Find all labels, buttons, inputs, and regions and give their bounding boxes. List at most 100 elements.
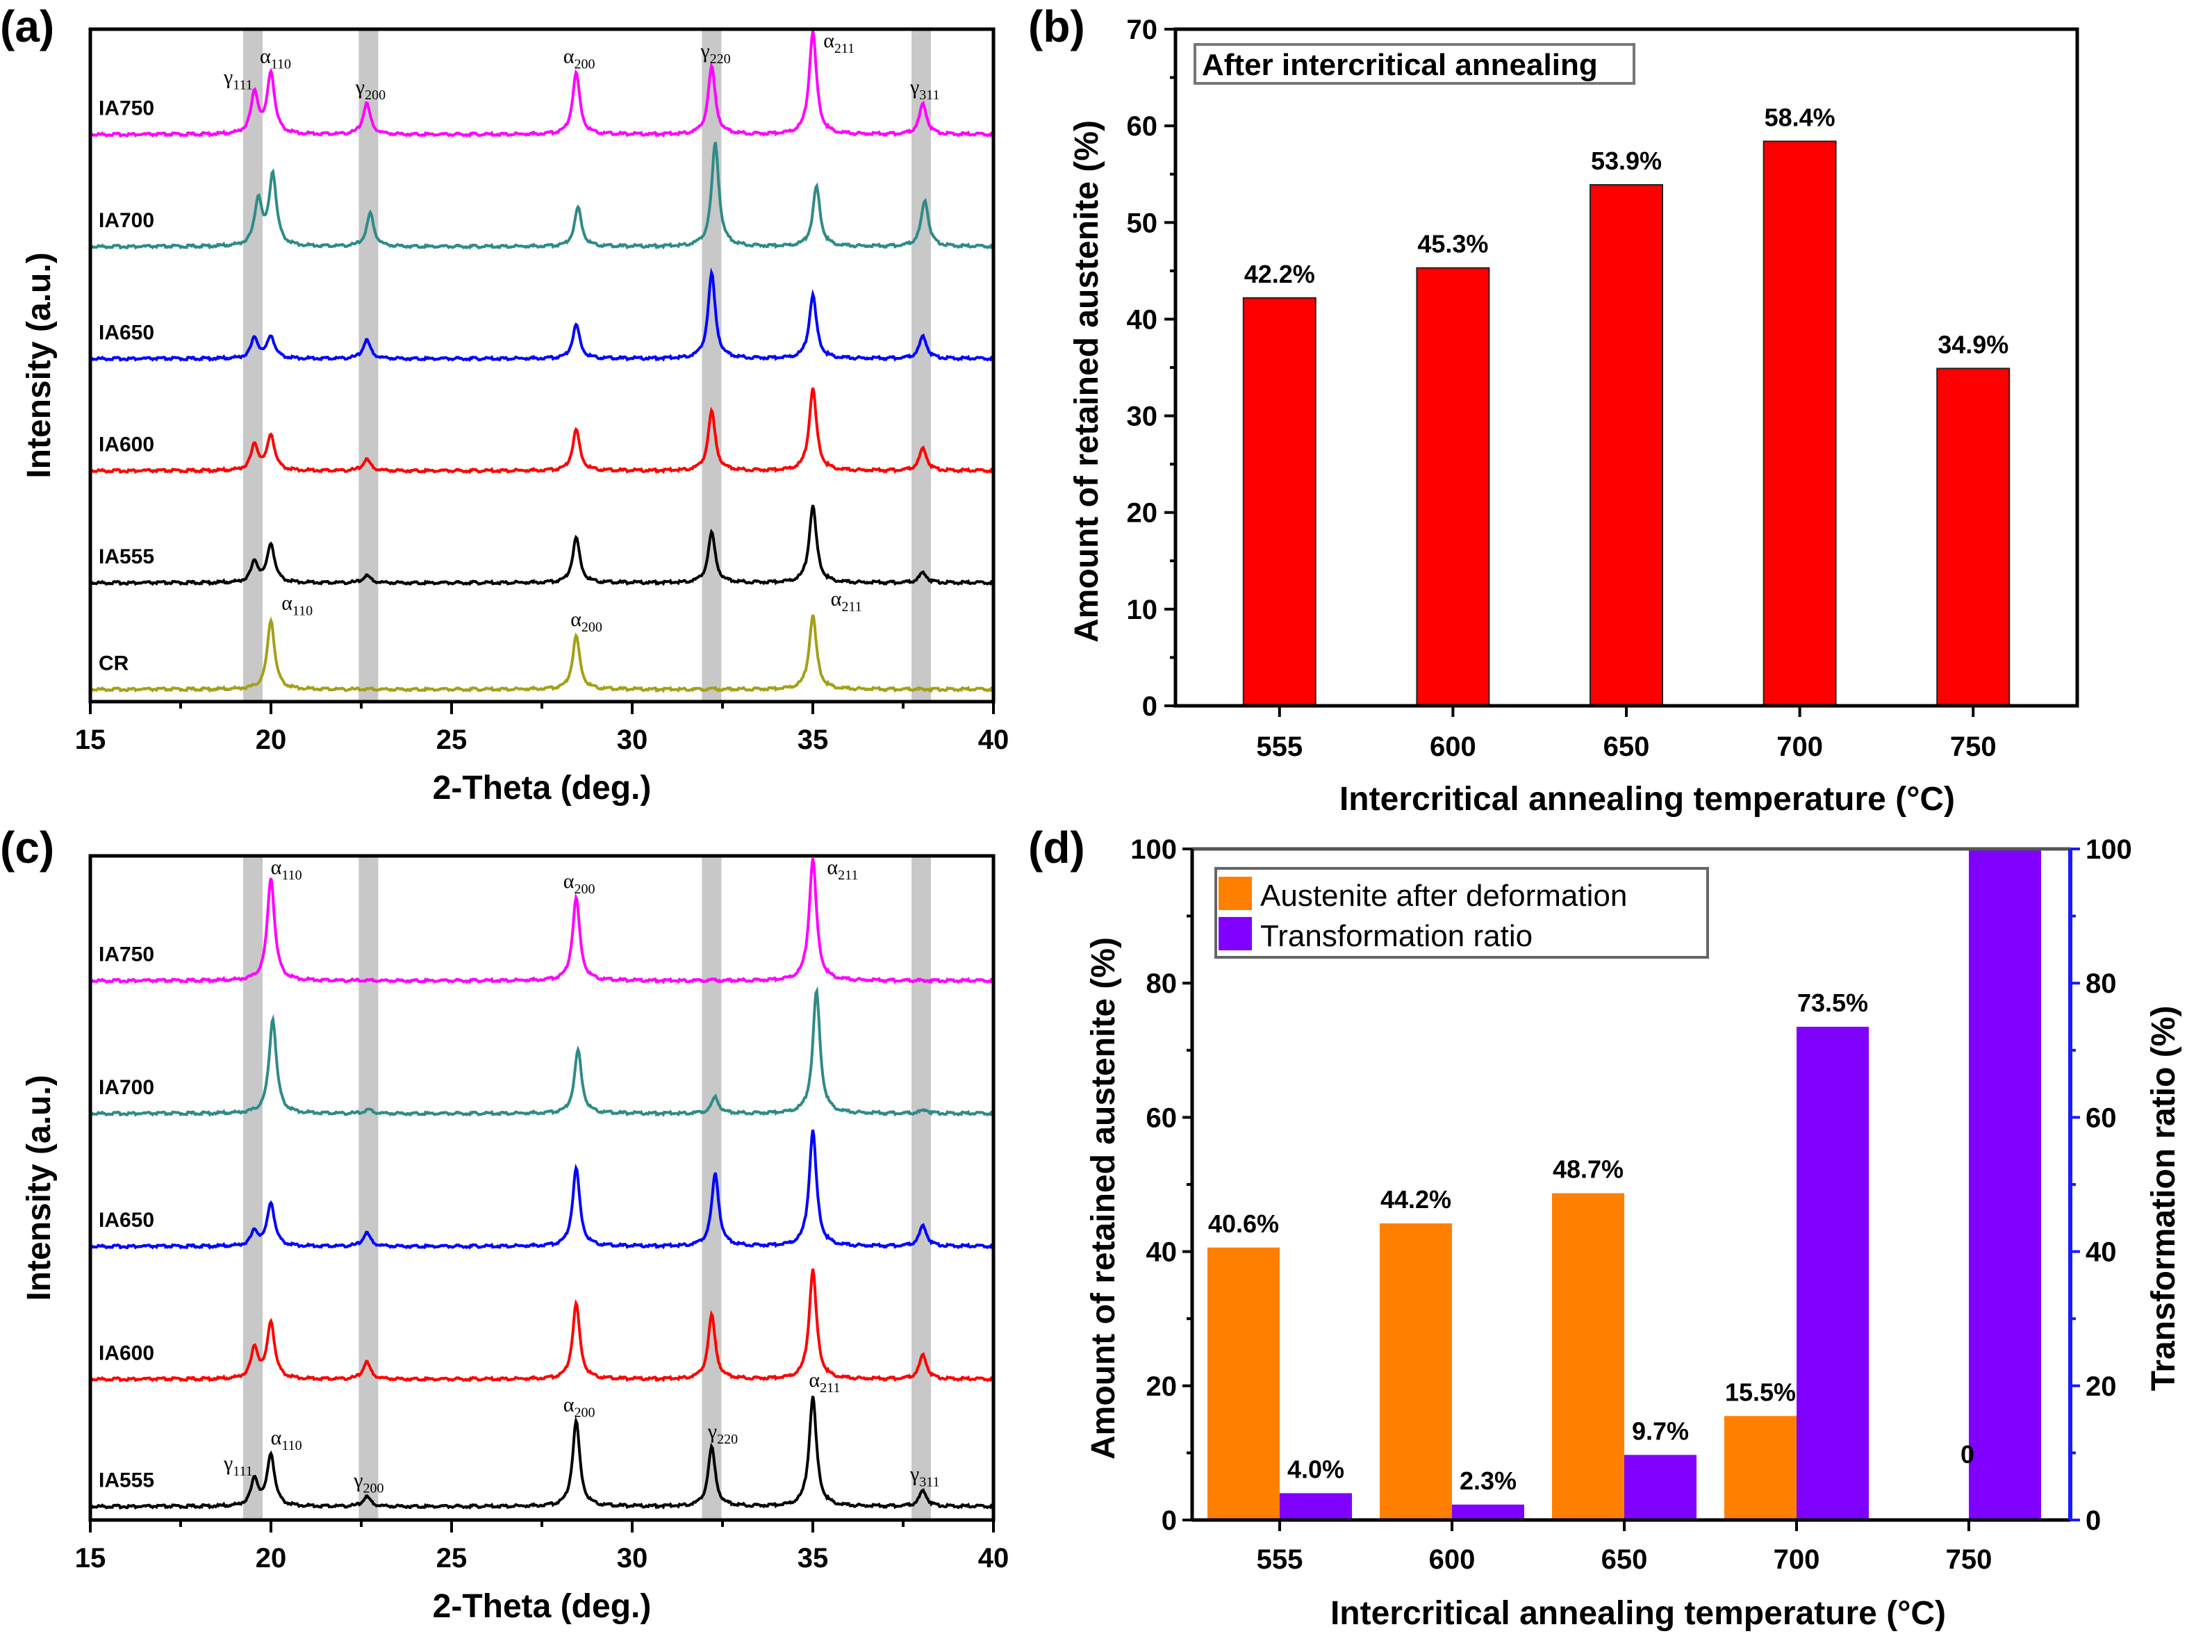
peak-label: α211 [827,856,858,883]
shaded-band [243,29,263,702]
shaded-band [911,856,931,1520]
x-tick-label: 555 [1257,1544,1303,1575]
xrd-trace-ia700 [89,986,994,1117]
panel-label-c: (c) [0,823,54,873]
peak-label: α200 [563,45,595,72]
xrd-trace-cr [89,614,994,693]
bar-data-label: 45.3% [1417,230,1488,258]
bar-austenite-555 [1207,1247,1280,1520]
y-tick-label: 20 [1146,1371,1178,1402]
xrd-trace-ia555 [89,1396,994,1510]
bar-austenite-650 [1552,1193,1624,1520]
y-tick-label: 60 [1146,1102,1178,1133]
peak-label-subscript: 211 [838,868,858,883]
x-tick-label: 25 [436,1543,468,1573]
bar-data-label-transformation: 2.3% [1460,1467,1517,1495]
x-tick-label: 40 [978,1543,1009,1573]
peak-label-subscript: 220 [710,51,731,67]
xrd-trace-ia650 [89,267,994,363]
peak-label: α211 [809,1369,840,1396]
left-y-axis-title: Amount of retained austenite (%) [1085,937,1122,1460]
bar-data-label-austenite: 44.2% [1380,1185,1451,1214]
peak-label-subscript: 211 [841,599,861,614]
bars [1207,849,2041,1520]
series-label: IA750 [99,943,154,966]
xrd-trace-ia600 [89,1269,994,1383]
bar-555 [1242,297,1317,707]
y-tick-label: 40 [1127,304,1158,335]
panel-d-deformation-bars: (d) 40.6% 4.0% 44.2% 2.3% 48.7% 9.7% 15.5% 73.5… [1028,823,2182,1632]
annotation-box: After intercritical annealing [1194,43,1635,85]
panel-label-a: (a) [0,1,54,51]
xrd-traces [89,858,994,1510]
peak-label: α200 [563,1393,595,1420]
legend-swatch-transformation [1219,917,1252,950]
shaded-bands [243,856,931,1520]
x-tick-label: 30 [617,725,648,755]
peak-label: α110 [260,45,291,72]
x-tick-label: 25 [436,725,468,755]
y-tick-label: 60 [1127,111,1158,142]
x-axis-ticks: 555 600 650 700 750 [1256,706,1997,762]
y-tick-label: 10 [1127,595,1158,625]
series-label: IA700 [99,209,154,232]
x-axis-title: Intercritical annealing temperature (°C) [1330,1595,1946,1632]
bar-data-label-transformation: 73.5% [1797,989,1868,1017]
x-tick-label: 35 [798,1543,829,1573]
peak-label-subscript: 110 [281,868,302,883]
peak-label: α200 [563,870,595,897]
bar-data-label-austenite: 0 [1961,1440,1974,1469]
bar-data-label-transformation: 4.0% [1287,1455,1344,1483]
peak-label-subscript: 311 [919,88,939,103]
bar-650 [1590,184,1663,707]
y-tick-label: 80 [1146,968,1178,999]
peak-label-subscript: 311 [919,1475,939,1490]
x-axis-title: Intercritical annealing temperature (°C) [1339,781,1955,818]
peak-label-subscript: 200 [575,882,595,897]
bar-data-label: 42.2% [1244,260,1315,288]
bar-transformation-650 [1624,1455,1697,1520]
bar-data-label: 34.9% [1938,330,2008,358]
x-axis-title: 2-Theta (deg.) [433,1588,652,1625]
peak-label-subscript: 200 [575,57,595,72]
bar-austenite-700 [1724,1416,1797,1520]
y-right-tick-label: 20 [2086,1371,2117,1402]
bar-600 [1416,267,1490,707]
y-right-tick-label: 0 [2086,1505,2101,1536]
peak-label-subscript: 200 [575,1405,595,1420]
series-label: IA650 [99,1209,154,1232]
peak-label-subscript: 200 [365,88,386,103]
peak-label: α110 [281,591,313,618]
peak-label-subscript: 110 [292,603,313,618]
peak-label-subscript: 220 [717,1432,738,1447]
shaded-band [243,856,263,1520]
bar-transformation-600 [1452,1504,1524,1520]
shaded-band [911,29,931,702]
panel-label-b: (b) [1028,1,1085,51]
panel-c-xrd-after-deformation: (c) α110 α200α211γ111α110γ200α200γ220α211… [0,823,1009,1625]
legend: Austenite after deformation Transformati… [1214,867,1709,959]
x-axis-title: 2-Theta (deg.) [433,770,652,807]
bar-data-label-austenite: 40.6% [1208,1209,1279,1238]
series-label: IA555 [99,545,154,568]
bar-700 [1763,140,1837,707]
shaded-band [358,29,379,702]
bars [1242,140,2011,707]
peak-label: α211 [823,29,855,56]
plot-frame [88,854,996,1522]
series-label: CR [99,652,129,675]
legend-label-austenite: Austenite after deformation [1260,879,1627,913]
right-y-axis-title: Transformation ratio (%) [2145,1006,2182,1391]
y-axis-title: Intensity (a.u.) [21,252,58,478]
legend-label-transformation: Transformation ratio [1260,919,1533,953]
panel-b-retained-austenite-bars: (b) 42.2% 45.3% 53.9% 58.4% 34.9% After inte… [1028,1,2079,818]
bar-data-label-austenite: 15.5% [1725,1378,1796,1406]
left-y-axis-ticks: 0 20 40 60 80 100 [1130,834,1192,1536]
xrd-trace-ia650 [89,1130,994,1250]
y-axis-title: Amount of retained austenite (%) [1068,120,1105,643]
y-tick-label: 0 [1142,691,1157,722]
bar-data-labels: 42.2% 45.3% 53.9% 58.4% 34.9% [1244,103,2009,358]
series-labels: IA750 IA700 IA650 IA600 IA555 [99,943,154,1492]
bar-750 [1936,367,2011,707]
series-label: IA650 [99,321,154,344]
